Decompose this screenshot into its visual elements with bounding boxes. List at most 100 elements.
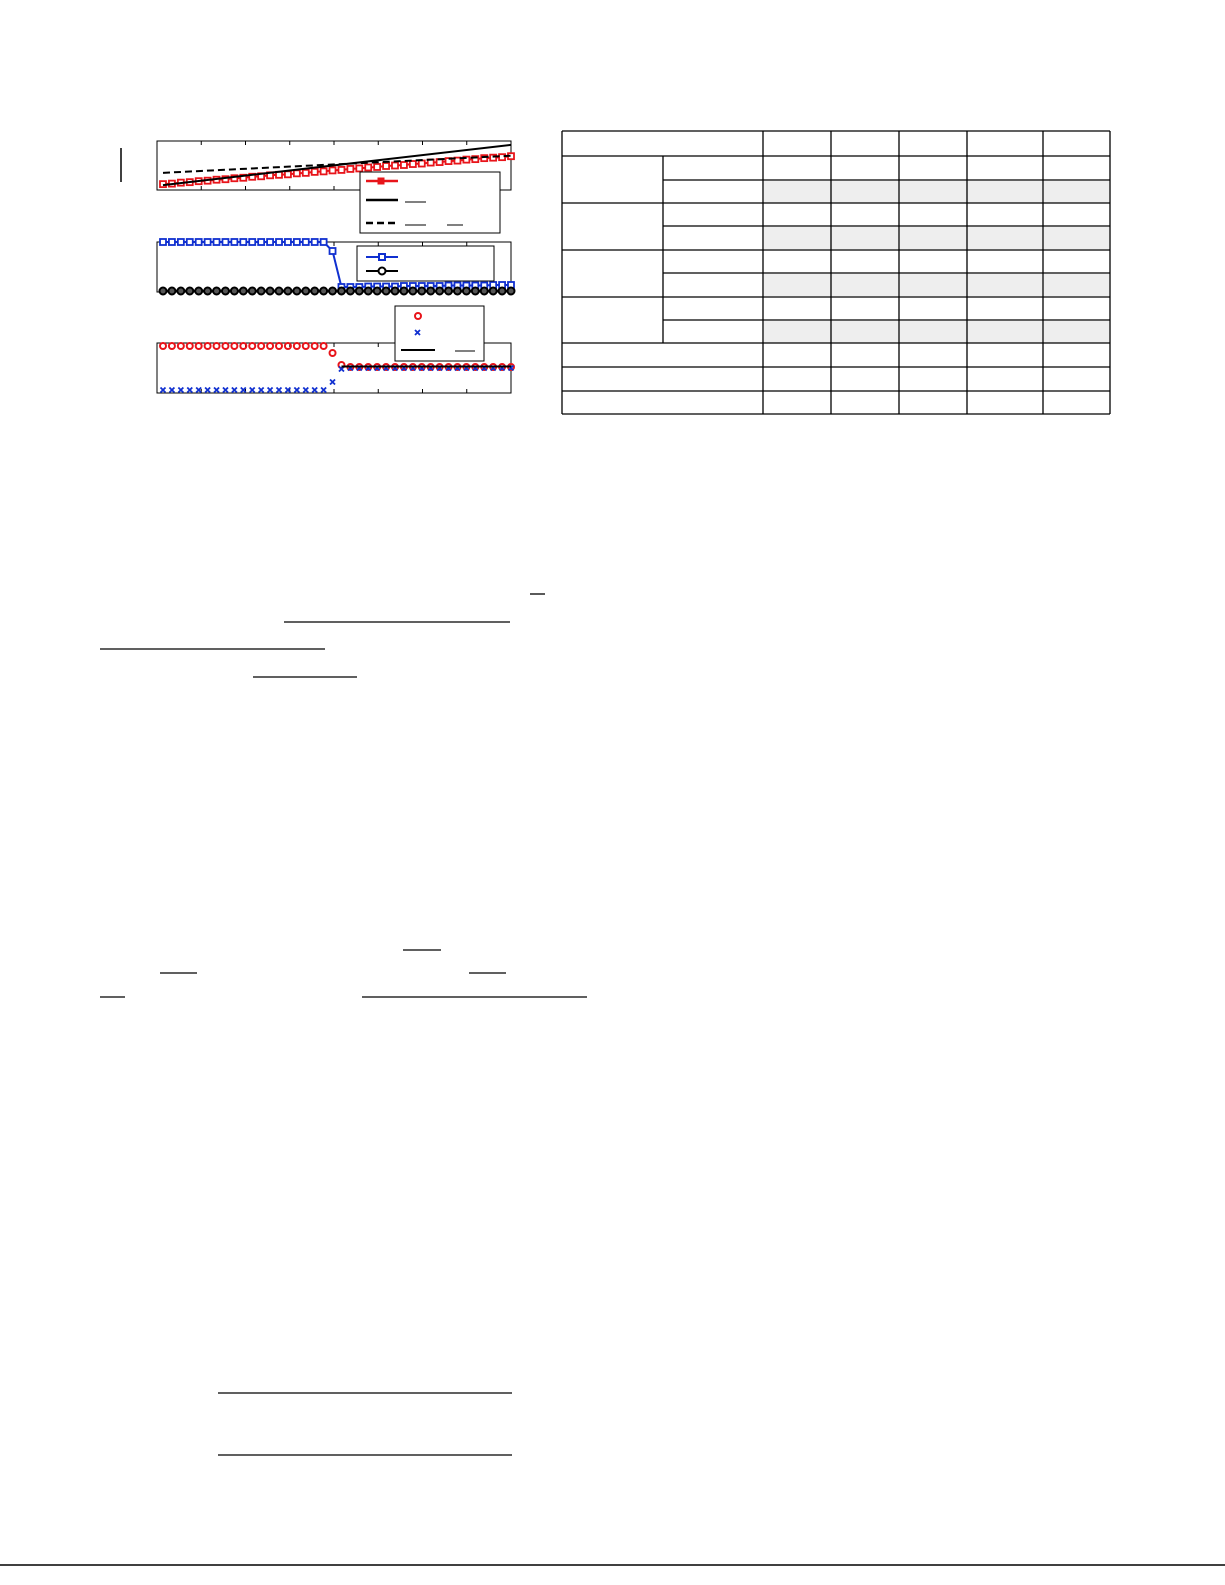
marker xyxy=(176,238,185,246)
marker xyxy=(257,238,266,246)
marker xyxy=(275,342,283,350)
marker xyxy=(239,238,248,246)
legend xyxy=(356,245,495,282)
marker xyxy=(176,342,185,350)
series-line xyxy=(162,143,512,187)
plots xyxy=(156,140,516,394)
marker xyxy=(256,286,266,296)
marker xyxy=(258,386,265,394)
marker xyxy=(328,166,337,175)
marker xyxy=(408,286,418,296)
marker xyxy=(319,286,329,296)
marker xyxy=(292,342,301,350)
marker xyxy=(319,238,328,246)
marker xyxy=(194,286,204,296)
marker xyxy=(266,342,275,350)
marker xyxy=(328,349,337,357)
marker xyxy=(417,286,427,296)
marker xyxy=(310,342,319,350)
marker xyxy=(355,164,364,173)
legend-marker xyxy=(414,312,422,320)
marker xyxy=(363,286,373,296)
marker xyxy=(230,238,239,246)
marker xyxy=(301,342,310,350)
marker xyxy=(168,386,176,394)
marker xyxy=(310,167,319,176)
marker xyxy=(310,238,319,246)
marker xyxy=(319,342,328,350)
marker xyxy=(417,159,426,168)
marker xyxy=(470,286,480,296)
marker xyxy=(167,286,177,296)
marker xyxy=(239,173,248,182)
marker xyxy=(230,342,239,350)
marker xyxy=(302,386,309,394)
marker xyxy=(230,174,239,183)
marker xyxy=(426,286,436,296)
marker xyxy=(248,172,257,181)
marker xyxy=(435,286,445,296)
marker xyxy=(186,386,193,394)
marker xyxy=(159,386,167,394)
marker xyxy=(372,286,382,296)
marker xyxy=(453,156,462,165)
marker xyxy=(185,238,194,246)
table-shade xyxy=(900,274,1042,296)
legend-marker xyxy=(378,253,386,261)
marker xyxy=(390,286,400,296)
series-line xyxy=(162,155,512,186)
marker xyxy=(239,342,248,350)
table-shade xyxy=(1044,274,1109,296)
marker xyxy=(222,386,229,394)
marker xyxy=(329,378,336,386)
marker xyxy=(275,238,283,246)
table-shade xyxy=(900,227,1042,249)
marker xyxy=(229,286,239,296)
marker xyxy=(328,286,338,296)
marker xyxy=(283,286,293,296)
marker xyxy=(444,286,454,296)
marker xyxy=(212,286,222,296)
marker xyxy=(292,238,301,246)
marker xyxy=(399,286,409,296)
table-shade xyxy=(1044,227,1109,249)
marker xyxy=(257,342,266,350)
marker xyxy=(167,342,176,350)
marker xyxy=(283,342,292,350)
marker xyxy=(185,342,194,350)
marker xyxy=(203,286,213,296)
legend xyxy=(394,305,485,362)
marker xyxy=(284,386,292,394)
marker xyxy=(212,342,221,350)
marker xyxy=(319,167,328,176)
marker xyxy=(275,386,283,394)
marker xyxy=(195,386,202,394)
marker xyxy=(471,155,480,164)
table-shade xyxy=(1044,321,1109,343)
marker xyxy=(479,286,489,296)
marker xyxy=(249,386,256,394)
marker xyxy=(248,238,257,246)
marker xyxy=(221,238,230,246)
marker xyxy=(301,286,311,296)
marker xyxy=(444,157,453,165)
legend-marker xyxy=(377,266,387,276)
marker xyxy=(336,286,346,296)
marker xyxy=(194,342,203,350)
marker xyxy=(488,286,498,296)
marker xyxy=(354,286,364,296)
table-shade xyxy=(1044,181,1109,203)
marker xyxy=(462,155,471,164)
marker xyxy=(391,161,399,170)
marker xyxy=(292,169,301,178)
marker xyxy=(284,238,292,246)
marker xyxy=(231,386,238,394)
marker xyxy=(266,238,274,246)
marker xyxy=(345,286,355,296)
marker xyxy=(452,286,462,296)
marker xyxy=(238,286,248,296)
marker xyxy=(382,162,390,170)
marker xyxy=(489,153,498,162)
marker xyxy=(220,286,230,296)
